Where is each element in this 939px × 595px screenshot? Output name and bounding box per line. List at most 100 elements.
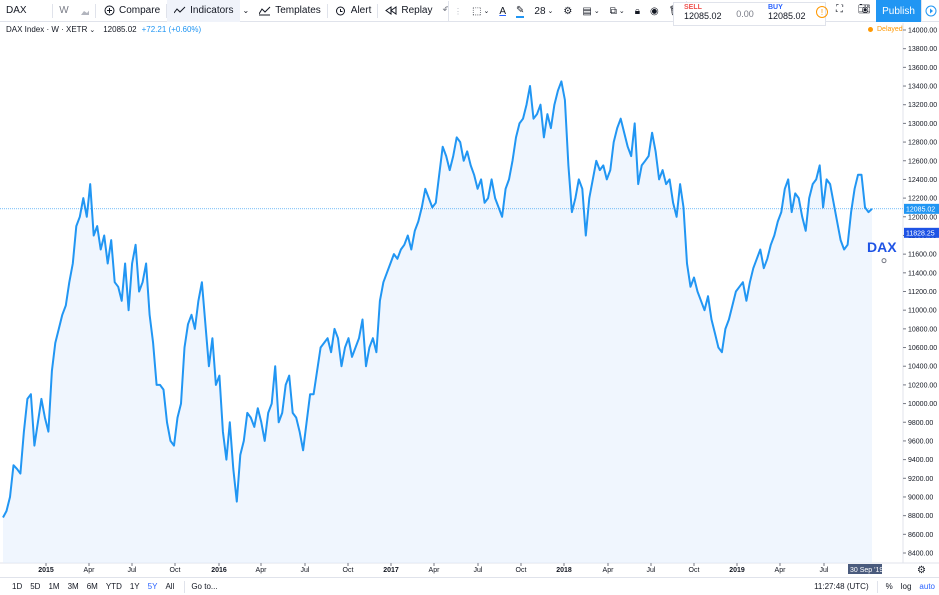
auto-toggle[interactable]: auto — [919, 582, 935, 591]
line-width-select[interactable]: 28 ⌄ — [529, 0, 558, 22]
divider — [326, 3, 328, 18]
chart-legend[interactable]: DAX Index · W · XETR ⌄ 12085.02 +72.21 (… — [6, 25, 201, 34]
templates-button[interactable]: Templates — [252, 0, 327, 22]
buy-button[interactable]: BUY 12085.02 — [758, 3, 816, 25]
x-tick-label: 2017 — [383, 567, 399, 574]
log-toggle[interactable]: log — [900, 582, 912, 591]
copy-icon: ⧉ — [609, 5, 617, 17]
replay-label: Replay — [401, 5, 433, 16]
divider — [166, 3, 168, 18]
interval-selector[interactable]: W — [53, 0, 75, 22]
pencil-icon: ✎ — [516, 4, 525, 18]
x-tick-label: 2016 — [211, 567, 227, 574]
divider — [184, 580, 186, 593]
range-button-1d[interactable]: 1D — [12, 582, 23, 591]
y-tick-label: 8600.00 — [908, 532, 933, 539]
line-style-button[interactable]: ⬚ ⌄ — [467, 0, 494, 22]
alarm-clock-icon — [334, 4, 348, 18]
gear-icon[interactable]: ⚙ — [917, 565, 926, 576]
lock-button[interactable]: 🔒︎ — [630, 0, 645, 22]
publish-label: Publish — [882, 5, 915, 17]
template-button[interactable]: ▤ ⌄ — [577, 0, 604, 22]
percent-toggle[interactable]: % — [885, 582, 893, 591]
chevron-down-icon: ⌄ — [242, 6, 250, 15]
info-icon[interactable]: ! — [816, 6, 828, 18]
goto-button[interactable]: Go to... — [191, 582, 218, 591]
y-tick-label: 11400.00 — [908, 270, 937, 277]
settings-button[interactable]: ⚙ — [558, 0, 577, 22]
divider — [52, 3, 53, 18]
area-fill — [3, 81, 872, 564]
visibility-button[interactable]: ◉ — [645, 0, 664, 22]
publish-button[interactable]: Publish — [876, 0, 921, 22]
indicators-dropdown[interactable]: ⌄ — [240, 0, 253, 22]
range-buttons: 1D 5D 1M 3M 6M YTD 1Y 5Y All — [0, 582, 178, 591]
range-button-5d[interactable]: 5D — [30, 582, 41, 591]
status-dot-icon — [868, 27, 873, 32]
indicators-label: Indicators — [190, 5, 234, 16]
drag-handle[interactable]: ⋮ — [449, 0, 467, 22]
y-tick-label: 9200.00 — [908, 476, 933, 483]
y-tick-label: 10800.00 — [908, 326, 937, 333]
range-button-1y[interactable]: 1Y — [129, 582, 140, 591]
alert-button[interactable]: Alert — [328, 0, 378, 22]
clone-button[interactable]: ⧉ ⌄ — [605, 0, 630, 22]
replay-button[interactable]: Replay — [378, 0, 438, 22]
crosshair-date-bg — [848, 564, 882, 574]
sell-label: SELL — [684, 4, 702, 11]
screenshot-button[interactable]: 📷︎ — [858, 4, 871, 15]
sell-button[interactable]: SELL 12085.02 — [674, 3, 732, 25]
y-tick-label: 13200.00 — [908, 102, 937, 109]
indicators-button[interactable]: Indicators — [167, 0, 240, 22]
buy-price: 12085.02 — [768, 11, 806, 21]
price-line — [2, 80, 873, 518]
divider — [95, 3, 96, 18]
y-tick-label: 9800.00 — [908, 420, 933, 427]
range-button-all[interactable]: All — [165, 582, 175, 591]
y-tick-label: 13400.00 — [908, 84, 937, 91]
compare-label: Compare — [119, 5, 161, 16]
line-color-button[interactable]: ✎ — [511, 0, 529, 22]
last-price-label: 12085.02 — [906, 206, 935, 213]
y-tick-label: 9000.00 — [908, 494, 933, 501]
chevron-down-icon: ⌄ — [618, 8, 625, 15]
chart-type-button[interactable] — [75, 0, 95, 22]
x-tick-label: Oct — [170, 567, 181, 574]
compare-button[interactable]: Compare — [96, 0, 166, 22]
play-circle-icon — [925, 5, 936, 17]
legend-change: +72.21 (+0.60%) — [141, 25, 202, 34]
legend-value: 12085.02 — [103, 25, 137, 34]
buy-label: BUY — [768, 4, 783, 11]
drawing-toolbar: ⋮ ⬚⌄ A ✎ 28⌄ ⚙ ▤⌄ ⧉⌄ 🔒︎ ◉ 🗑︎ — [448, 0, 688, 22]
fullscreen-button[interactable]: ⛶ — [836, 4, 843, 15]
bottom-toolbar: 1D 5D 1M 3M 6M YTD 1Y 5Y All Go to... 11:27:48 (… — [0, 577, 939, 595]
rewind-icon — [384, 4, 398, 18]
x-tick-label: Apr — [256, 567, 268, 574]
y-tick-label: 9400.00 — [908, 457, 933, 464]
play-button[interactable] — [921, 0, 939, 22]
range-button-1m[interactable]: 1M — [48, 582, 60, 591]
range-button-6m[interactable]: 6M — [86, 582, 98, 591]
templates-icon — [258, 4, 272, 18]
range-button-3m[interactable]: 3M — [67, 582, 79, 591]
range-button-ytd[interactable]: YTD — [105, 582, 122, 591]
series-marker — [881, 258, 887, 264]
timezone-button[interactable]: 11:27:48 (UTC) — [814, 582, 869, 591]
price-chart[interactable]: 8400.00 8600.00 8800.00 9000.00 9200.00 9400.… — [0, 23, 939, 576]
template-icon: ▤ — [582, 5, 592, 17]
lock-icon: 🔒︎ — [634, 5, 641, 17]
x-tick-label: Oct — [689, 567, 700, 574]
templates-label: Templates — [275, 5, 321, 16]
camera-icon: 📷︎ — [858, 4, 871, 15]
x-tick-label: Jul — [128, 567, 137, 574]
undo-button[interactable]: ↶ — [438, 0, 454, 22]
text-color-button[interactable]: A — [494, 0, 511, 22]
range-button-5y[interactable]: 5Y — [147, 582, 158, 591]
symbol-search[interactable]: DAX — [6, 5, 27, 16]
x-tick-label: 2015 — [38, 567, 54, 574]
y-tick-label: 8400.00 — [908, 551, 933, 558]
crosshair-date-label: 30 Sep '19 — [850, 567, 883, 574]
series-symbol-label: DAX — [867, 239, 897, 255]
legend-name: DAX Index · W · XETR — [6, 25, 88, 34]
x-tick-label: Jul — [820, 567, 829, 574]
